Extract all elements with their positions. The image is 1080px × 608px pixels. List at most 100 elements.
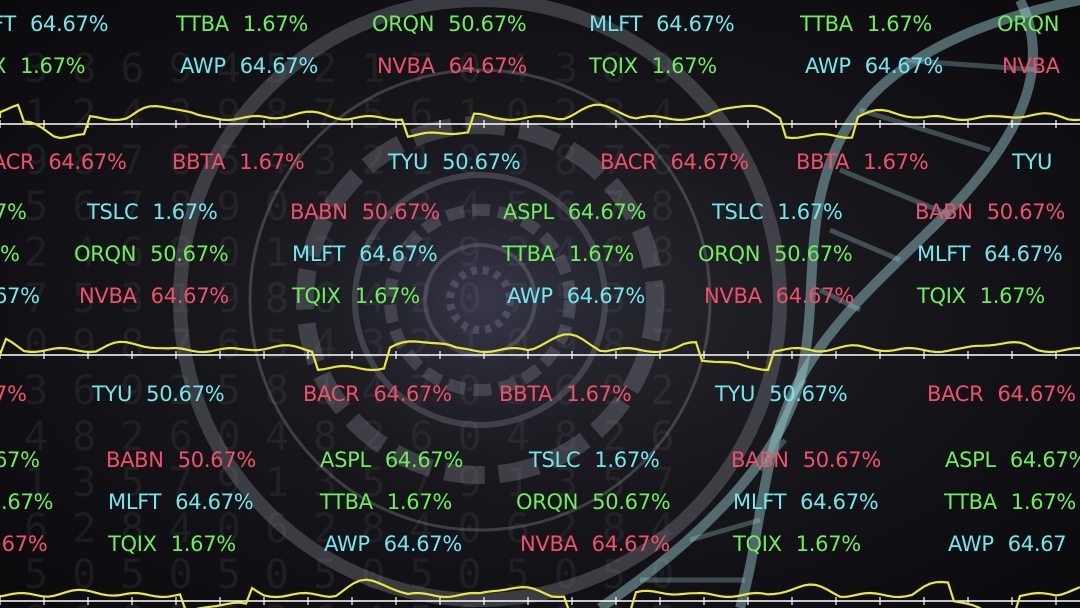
ticker-value: 64.67%	[656, 12, 735, 36]
ticker-item: BACR 64.67%	[303, 380, 452, 408]
ticker-item: AWP 64.67%	[805, 52, 943, 80]
ticker-symbol: AWP	[324, 532, 370, 556]
ticker-symbol: TQIX	[733, 532, 782, 556]
ticker-value: 50.67%	[361, 200, 441, 224]
ticker-symbol: TTBA	[944, 490, 997, 514]
ticker-item: ASPL 64.67%	[503, 198, 646, 226]
ticker-item: X 1.67%	[0, 52, 86, 80]
ticker-value: 64.67%	[383, 532, 463, 556]
ticker-symbol: BACR	[927, 382, 984, 406]
ticker-value: 64.67%	[359, 242, 438, 266]
ticker-symbol: TSLC	[529, 448, 581, 472]
ticker-value: 1.67%	[795, 532, 862, 556]
ticker-item: BABN 50.67%	[106, 446, 256, 474]
ticker-item: BABN 50.67%	[731, 446, 881, 474]
ticker-symbol: BACR	[303, 382, 360, 406]
ticker-item: FT 64.67%	[0, 10, 109, 38]
ticker-symbol: FT	[0, 12, 16, 36]
ticker-value: 7%	[0, 200, 27, 224]
ticker-value: 1.67%	[1010, 490, 1077, 514]
ticker-value: 64.67%	[984, 242, 1063, 266]
ticker-symbol: BBTA	[499, 382, 553, 406]
ticker-value: 64.67%	[775, 284, 855, 308]
ticker-symbol: NVBA	[520, 532, 578, 556]
ticker-value: 64.67%	[48, 150, 127, 174]
ticker-value: 1.67%	[386, 490, 453, 514]
ticker-symbol: TQIX	[589, 54, 638, 78]
ticker-symbol: ORQN	[74, 242, 137, 266]
waveform-bottom	[0, 578, 1080, 608]
ticker-symbol: MLFT	[292, 242, 346, 266]
ticker-symbol: TSLC	[712, 200, 764, 224]
ticker-value: 1.67%	[777, 200, 843, 224]
ticker-value: 50.67%	[774, 242, 853, 266]
ticker-item: TSLC 1.67%	[529, 446, 660, 474]
ticker-value: 64.67%	[567, 200, 647, 224]
ticker-symbol: TQIX	[917, 284, 966, 308]
ticker-item: 0.67%	[0, 488, 54, 516]
ticker-value: 50.67%	[802, 448, 882, 472]
ticker-value: 64.67%	[566, 284, 646, 308]
ticker-symbol: BABN	[731, 448, 789, 472]
ticker-value: 1.67%	[170, 532, 237, 556]
ticker-symbol: NVBA	[704, 284, 762, 308]
ticker-item: NVBA	[1002, 52, 1074, 80]
ticker-symbol: TTBA	[800, 12, 853, 36]
ticker-symbol: NVBA	[79, 284, 137, 308]
ticker-item: ASPL 64.67%	[320, 446, 463, 474]
ticker-symbol: MLFT	[108, 490, 162, 514]
ticker-value: -.67%	[0, 532, 48, 556]
ticker-value: 64.67%	[448, 54, 528, 78]
ticker-item: NVBA 64.67%	[79, 282, 229, 310]
ticker-symbol: AWP	[948, 532, 994, 556]
ticker-item: -.67%	[0, 530, 48, 558]
ticker-symbol: X	[0, 54, 6, 78]
ticker-value: 50.67%	[448, 12, 527, 36]
ticker-symbol: MLFT	[917, 242, 971, 266]
ticker-item: NVBA 64.67%	[704, 282, 854, 310]
ticker-item: TQIX 1.67%	[108, 530, 236, 558]
ticker-symbol: BACR	[600, 150, 657, 174]
dna-helix-icon	[597, 0, 1080, 608]
ticker-item: NVBA 64.67%	[377, 52, 527, 80]
ticker-symbol: ORQN	[372, 12, 435, 36]
ticker-item: AWP 64.67%	[180, 52, 318, 80]
ticker-symbol: ASPL	[503, 200, 554, 224]
ticker-item: %	[0, 240, 20, 268]
ticker-symbol: TTBA	[176, 12, 229, 36]
ticker-symbol: TYU	[388, 150, 429, 174]
ticker-item: TQIX 1.67%	[917, 282, 1045, 310]
ticker-symbol: NVBA	[1002, 54, 1060, 78]
ticker-value: 1.67%	[242, 12, 309, 36]
ticker-item: ORQN 50.67%	[74, 240, 229, 268]
ticker-value: 1.67%	[568, 242, 635, 266]
ticker-symbol: TQIX	[292, 284, 341, 308]
ticker-item: ORQN 50.67%	[516, 488, 671, 516]
ticker-symbol: AWP	[180, 54, 226, 78]
ticker-item: TQIX 1.67%	[589, 52, 717, 80]
ticker-item: TSLC 1.67%	[87, 198, 218, 226]
ticker-value: 64.67	[1007, 532, 1067, 556]
ticker-value: 1.67%	[152, 200, 218, 224]
ticker-item: ASPL 64.67%	[945, 446, 1080, 474]
ticker-value: 64.67%	[997, 382, 1076, 406]
ticker-value: 1.67%	[863, 150, 929, 174]
ticker-item: TTBA 1.67%	[502, 240, 634, 268]
ticker-item: BBTA 1.67%	[796, 148, 929, 176]
ticker-symbol: TYU	[92, 382, 133, 406]
ticker-value: 1.67%	[979, 284, 1046, 308]
ticker-symbol: ORQN	[997, 12, 1060, 36]
ticker-item: MLFT 64.67%	[292, 240, 438, 268]
ticker-item: TYU 50.67%	[92, 380, 225, 408]
ticker-item: BACR 64.67%	[927, 380, 1076, 408]
ticker-value: 64.67%	[150, 284, 230, 308]
ticker-value: 1.67%	[20, 54, 86, 78]
ticker-value: 64.67%	[29, 12, 109, 36]
ticker-item: MLFT 64.67%	[917, 240, 1063, 268]
ticker-value: 64.67%	[800, 490, 879, 514]
ticker-item: MLFT 64.67%	[589, 10, 735, 38]
waveform-top	[0, 103, 1080, 140]
ticker-value: 67%	[0, 448, 40, 472]
ticker-symbol: ORQN	[516, 490, 579, 514]
ticker-symbol: ASPL	[320, 448, 371, 472]
